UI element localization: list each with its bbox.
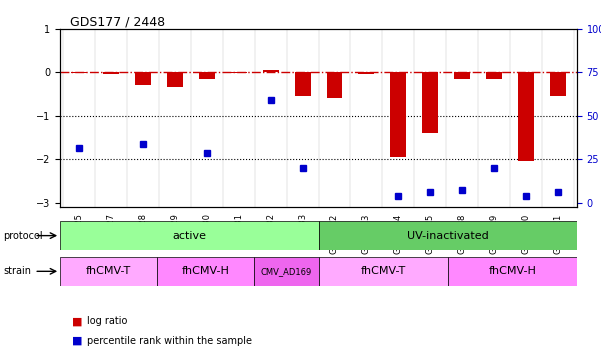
- FancyBboxPatch shape: [157, 257, 254, 286]
- Bar: [358, 72, 374, 74]
- Text: fhCMV-T: fhCMV-T: [361, 266, 406, 276]
- Bar: [390, 72, 406, 157]
- Bar: [72, 72, 87, 73]
- Text: active: active: [172, 231, 206, 241]
- FancyBboxPatch shape: [448, 257, 577, 286]
- Bar: [423, 72, 438, 133]
- Bar: [518, 72, 534, 161]
- Bar: [550, 72, 566, 96]
- Bar: [326, 72, 343, 98]
- Text: ■: ■: [72, 316, 82, 326]
- Text: CMV_AD169: CMV_AD169: [261, 267, 312, 276]
- FancyBboxPatch shape: [60, 257, 157, 286]
- Text: log ratio: log ratio: [87, 316, 127, 326]
- Text: UV-inactivated: UV-inactivated: [407, 231, 489, 241]
- Bar: [103, 72, 119, 74]
- Text: fhCMV-H: fhCMV-H: [182, 266, 230, 276]
- Bar: [199, 72, 215, 79]
- FancyBboxPatch shape: [319, 257, 448, 286]
- Bar: [231, 72, 247, 73]
- Bar: [486, 72, 502, 79]
- FancyBboxPatch shape: [319, 221, 577, 250]
- Bar: [263, 70, 279, 72]
- FancyBboxPatch shape: [254, 257, 319, 286]
- FancyBboxPatch shape: [60, 221, 319, 250]
- Text: GDS177 / 2448: GDS177 / 2448: [70, 16, 165, 29]
- Bar: [454, 72, 470, 79]
- Text: strain: strain: [3, 266, 31, 276]
- Text: fhCMV-T: fhCMV-T: [86, 266, 131, 276]
- Text: percentile rank within the sample: percentile rank within the sample: [87, 336, 252, 346]
- Text: ■: ■: [72, 336, 82, 346]
- Bar: [167, 72, 183, 87]
- Bar: [135, 72, 151, 85]
- Text: protocol: protocol: [3, 231, 43, 241]
- Text: fhCMV-H: fhCMV-H: [489, 266, 536, 276]
- Bar: [294, 72, 311, 96]
